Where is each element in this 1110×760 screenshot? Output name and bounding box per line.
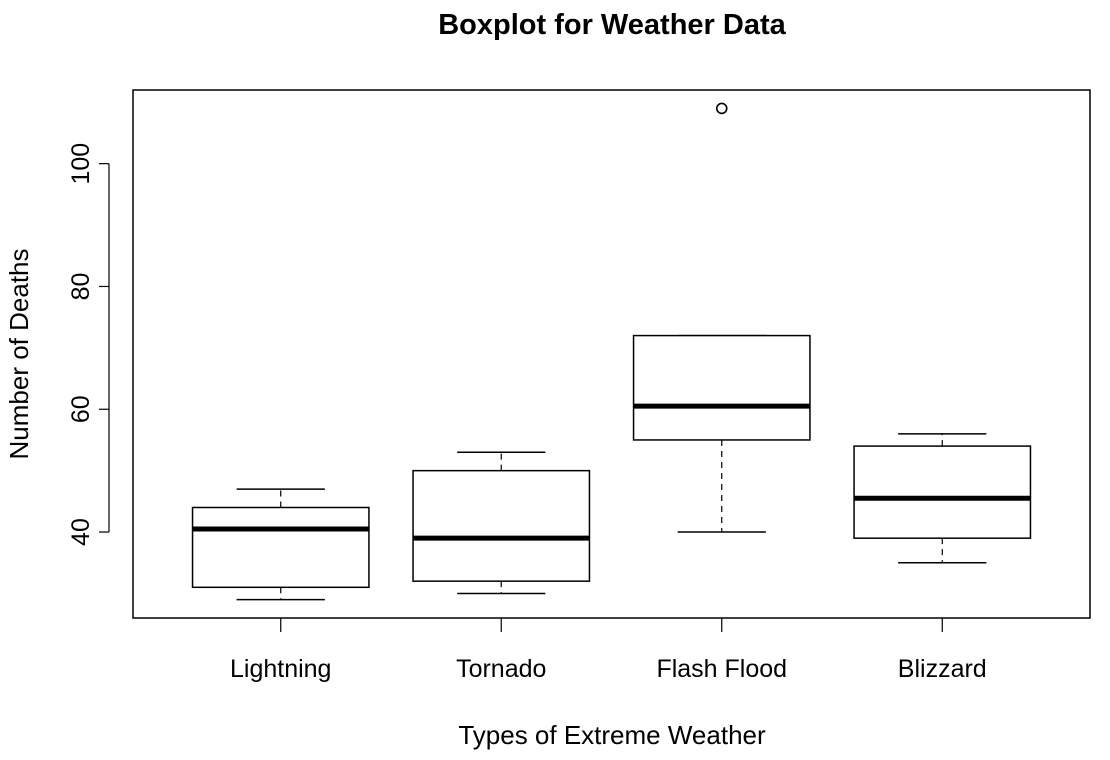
plot-frame <box>132 89 1091 619</box>
outlier-point <box>715 102 728 115</box>
x-tick-label: Lightning <box>230 655 331 683</box>
x-tick-label: Flash Flood <box>656 655 787 683</box>
y-axis: 40 60 80 100 <box>67 143 110 546</box>
x-tick-label: Blizzard <box>898 655 987 683</box>
box-tornado <box>412 451 591 595</box>
iqr-box <box>632 334 811 441</box>
box-flash-flood <box>632 102 811 533</box>
y-axis-label: Number of Deaths <box>4 249 34 460</box>
box-lightning <box>191 488 370 601</box>
iqr-box <box>191 506 370 589</box>
y-tick-label: 60 <box>67 395 95 423</box>
x-axis-label: Types of Extreme Weather <box>458 720 766 750</box>
y-tick-label: 40 <box>67 518 95 546</box>
box-blizzard <box>853 433 1032 564</box>
x-axis: Lightning Tornado Flash Flood Blizzard <box>230 618 987 683</box>
y-tick-label: 100 <box>67 143 95 185</box>
y-tick-label: 80 <box>67 273 95 301</box>
iqr-box <box>853 445 1032 539</box>
boxes-group <box>191 102 1032 601</box>
chart-title: Boxplot for Weather Data <box>438 9 786 41</box>
iqr-box <box>412 469 591 582</box>
x-tick-label: Tornado <box>456 655 546 683</box>
